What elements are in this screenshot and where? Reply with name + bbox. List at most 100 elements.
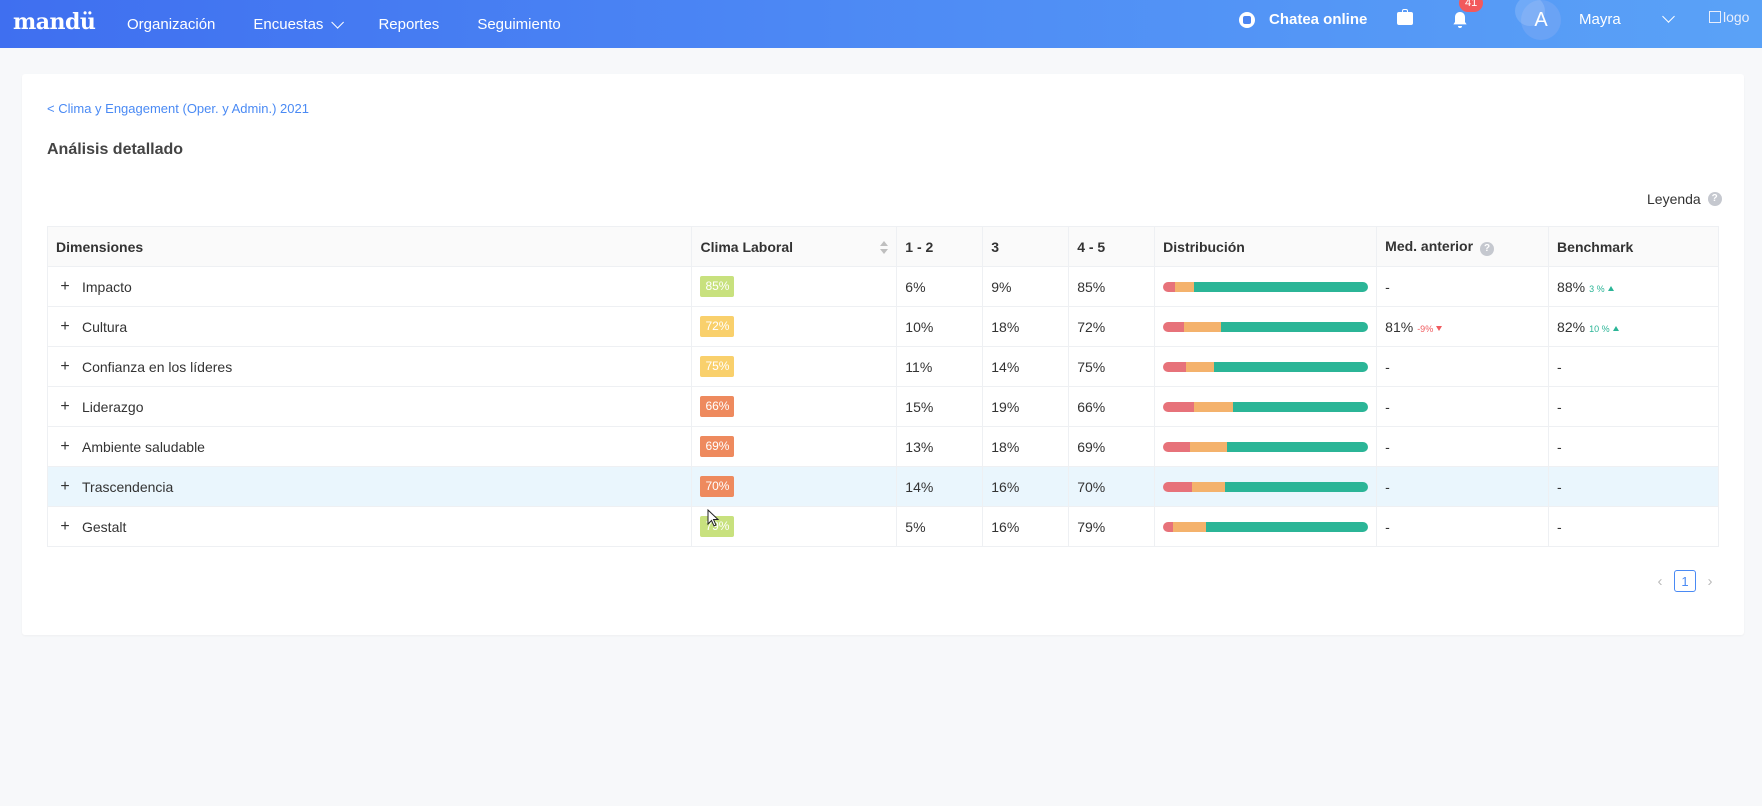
- col-header-1-2: 1 - 2: [896, 226, 984, 267]
- top-navbar: mandü Organización Encuestas Reportes Se…: [0, 0, 1762, 48]
- briefcase-icon[interactable]: [1397, 9, 1413, 25]
- cell-distribution: [1154, 426, 1378, 467]
- brand-logo[interactable]: mandü: [13, 9, 96, 35]
- cell-clima: 69%: [691, 426, 898, 467]
- table-row[interactable]: + Ambiente saludable 69% 13% 18% 69% - -: [46, 426, 1719, 467]
- expand-row-button[interactable]: +: [60, 397, 70, 415]
- nav-label: Seguimiento: [477, 15, 561, 33]
- cell-benchmark: -: [1548, 506, 1719, 547]
- cell-high: 66%: [1068, 386, 1156, 427]
- expand-row-button[interactable]: +: [60, 517, 70, 535]
- dimension-name: Impacto: [82, 278, 132, 295]
- cell-mid: 19%: [982, 386, 1070, 427]
- distribution-segment: [1163, 481, 1192, 492]
- benchmark-value: -: [1557, 438, 1562, 455]
- table-row[interactable]: + Liderazgo 66% 15% 19% 66% - -: [46, 386, 1719, 427]
- help-icon[interactable]: ?: [1480, 241, 1495, 256]
- table-row[interactable]: + Confianza en los líderes 75% 11% 14% 75% - -: [46, 346, 1719, 387]
- benchmark-value: 88%: [1557, 278, 1586, 295]
- help-icon[interactable]: ?: [1707, 192, 1722, 206]
- legend-button[interactable]: Leyenda ?: [1647, 191, 1722, 207]
- distribution-segment: [1163, 401, 1194, 412]
- expand-row-button[interactable]: +: [60, 277, 70, 295]
- distribution-bar: [1163, 521, 1369, 532]
- cell-low: 11%: [896, 346, 984, 387]
- cell-high: 70%: [1068, 466, 1156, 507]
- col-header-med-anterior: Med. anterior?: [1376, 226, 1550, 267]
- delta-value: 3 %: [1589, 283, 1605, 294]
- sort-icon[interactable]: [880, 240, 889, 255]
- prev-value: -: [1385, 358, 1390, 375]
- dimension-name: Gestalt: [82, 518, 127, 535]
- cell-low: 6%: [896, 266, 984, 307]
- user-name[interactable]: Mayra: [1579, 11, 1621, 28]
- prev-value: -: [1385, 438, 1390, 455]
- back-link[interactable]: < Clima y Engagement (Oper. y Admin.) 20…: [47, 101, 309, 116]
- cell-high: 72%: [1068, 306, 1156, 347]
- mouse-cursor-icon: [707, 509, 720, 527]
- chat-online-button[interactable]: Chatea online: [1239, 11, 1367, 28]
- nav-organizacion[interactable]: Organización: [108, 0, 234, 48]
- table-row[interactable]: + Gestalt 79% 5% 16% 79% - -: [46, 506, 1719, 547]
- cell-med-anterior: -: [1376, 426, 1550, 467]
- nav-reportes[interactable]: Reportes: [359, 0, 458, 48]
- distribution-segment: [1193, 281, 1369, 292]
- cell-dimension: + Cultura: [46, 306, 693, 347]
- table-row[interactable]: + Impacto 85% 6% 9% 85% -88% 3 %: [46, 266, 1719, 307]
- dimension-name: Trascendencia: [82, 478, 174, 495]
- notification-count-badge: 41: [1459, 0, 1484, 12]
- expand-row-button[interactable]: +: [60, 357, 70, 375]
- expand-row-button[interactable]: +: [60, 477, 70, 495]
- chevron-down-icon[interactable]: [1662, 10, 1675, 23]
- col-header-label: Med. anterior: [1385, 237, 1474, 254]
- col-header-clima-laboral[interactable]: Clima Laboral: [691, 226, 898, 267]
- delta-value: 10 %: [1589, 323, 1610, 334]
- next-page-button[interactable]: ›: [1707, 572, 1713, 590]
- arrow-up-icon: [1607, 285, 1614, 291]
- main-nav: Organización Encuestas Reportes Seguimie…: [108, 0, 580, 48]
- delta-value: -9%: [1417, 323, 1434, 334]
- nav-label: Organización: [127, 15, 216, 33]
- cell-dimension: + Impacto: [46, 266, 693, 307]
- chat-label: Chatea online: [1269, 11, 1368, 28]
- col-header-3: 3: [982, 226, 1070, 267]
- distribution-bar: [1163, 321, 1369, 332]
- prev-value: -: [1385, 478, 1390, 495]
- distribution-segment: [1175, 281, 1194, 292]
- prev-page-button[interactable]: ‹: [1657, 572, 1663, 590]
- cell-clima: 79%: [691, 506, 898, 547]
- cell-med-anterior: -: [1376, 266, 1550, 307]
- cell-mid: 16%: [982, 506, 1070, 547]
- expand-row-button[interactable]: +: [60, 317, 70, 335]
- distribution-segment: [1193, 401, 1233, 412]
- col-header-benchmark: Benchmark: [1548, 226, 1719, 267]
- cell-dimension: + Confianza en los líderes: [46, 346, 693, 387]
- distribution-bar: [1163, 441, 1369, 452]
- cell-mid: 14%: [982, 346, 1070, 387]
- cell-med-anterior: -: [1376, 506, 1550, 547]
- nav-seguimiento[interactable]: Seguimiento: [458, 0, 579, 48]
- cell-clima: 66%: [691, 386, 898, 427]
- cell-distribution: [1154, 506, 1378, 547]
- avatar[interactable]: A: [1515, 0, 1561, 40]
- distribution-segment: [1224, 481, 1369, 492]
- arrow-down-icon: [1436, 325, 1443, 331]
- notifications-button[interactable]: [1452, 11, 1472, 31]
- cell-distribution: [1154, 346, 1378, 387]
- nav-label: Encuestas: [253, 15, 324, 33]
- table-row[interactable]: + Cultura 72% 10% 18% 72% 81% -9% 82% 10 %: [46, 306, 1719, 347]
- nav-encuestas[interactable]: Encuestas: [234, 0, 359, 48]
- cell-benchmark: 82% 10 %: [1548, 306, 1719, 347]
- distribution-segment: [1220, 321, 1369, 332]
- distribution-segment: [1189, 441, 1227, 452]
- legend-label: Leyenda: [1647, 191, 1701, 207]
- benchmark-value: -: [1557, 478, 1562, 495]
- table-row[interactable]: + Trascendencia 70% 14% 16% 70% - -: [46, 466, 1719, 507]
- expand-row-button[interactable]: +: [60, 437, 70, 455]
- cell-med-anterior: -: [1376, 466, 1550, 507]
- prev-value: -: [1385, 518, 1390, 535]
- page-number-current[interactable]: 1: [1674, 570, 1696, 592]
- cell-clima: 85%: [691, 266, 898, 307]
- cell-low: 13%: [896, 426, 984, 467]
- cell-high: 79%: [1068, 506, 1156, 547]
